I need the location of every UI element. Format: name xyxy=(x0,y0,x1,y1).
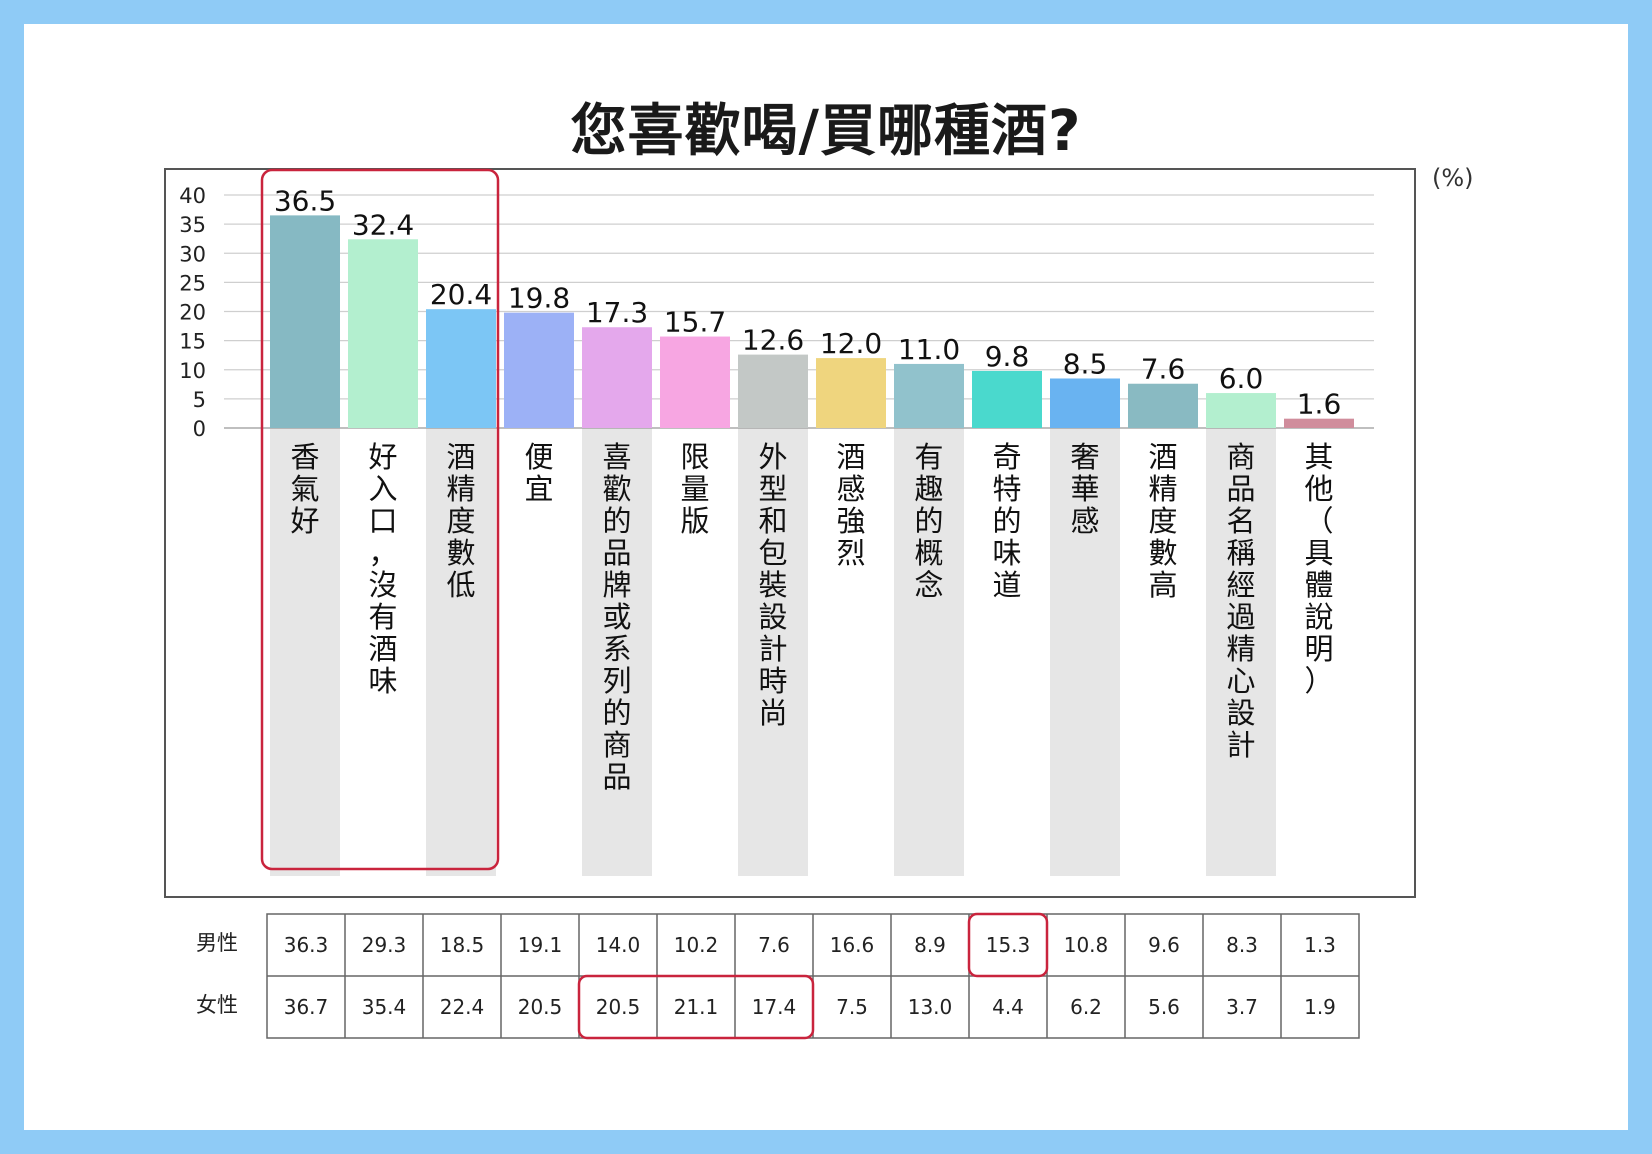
data-label: 36.5 xyxy=(274,184,336,217)
category-label: 酒精度數低 xyxy=(446,440,475,602)
unit-label: (%) xyxy=(1432,164,1474,192)
table-cell: 35.4 xyxy=(362,995,407,1019)
category-label: 香氣好 xyxy=(290,440,319,538)
bar xyxy=(426,309,496,428)
bar xyxy=(1206,393,1276,428)
data-label: 17.3 xyxy=(586,296,648,329)
data-label: 7.6 xyxy=(1141,353,1186,386)
y-tick-label: 35 xyxy=(179,213,206,237)
y-tick-label: 25 xyxy=(179,271,206,295)
y-tick-label: 10 xyxy=(179,359,206,383)
table-cell: 36.7 xyxy=(284,995,329,1019)
table-cell: 8.9 xyxy=(914,933,946,957)
data-label: 12.6 xyxy=(742,324,804,357)
table-cell: 19.1 xyxy=(518,933,563,957)
data-label: 8.5 xyxy=(1063,347,1108,380)
category-label: 限量版 xyxy=(680,440,709,538)
category-label: 商品名稱經過精心設計 xyxy=(1226,440,1255,762)
category-label: 酒精度數高 xyxy=(1148,440,1177,602)
table-cell: 20.5 xyxy=(596,995,641,1019)
label-column-bg xyxy=(582,428,652,876)
data-label: 19.8 xyxy=(508,282,570,315)
table-highlight-box xyxy=(967,912,1049,978)
table-cell: 8.3 xyxy=(1226,933,1258,957)
label-column-bg xyxy=(1206,428,1276,876)
bar xyxy=(270,215,340,428)
bar xyxy=(348,239,418,428)
bar xyxy=(504,312,574,428)
table-cell: 16.6 xyxy=(830,933,875,957)
table-cell: 36.3 xyxy=(284,933,329,957)
y-tick-label: 5 xyxy=(193,388,206,412)
table-cell: 22.4 xyxy=(440,995,485,1019)
bar xyxy=(738,354,808,428)
y-tick-label: 15 xyxy=(179,330,206,354)
category-label: 外型和包裝設計時尚 xyxy=(758,440,787,730)
data-label: 1.6 xyxy=(1297,388,1342,421)
table-row-label: 男性 xyxy=(196,931,238,955)
bar xyxy=(894,363,964,428)
table-cell: 10.2 xyxy=(674,933,719,957)
data-label: 32.4 xyxy=(352,208,414,241)
y-tick-label: 30 xyxy=(179,242,206,266)
label-column-bg xyxy=(738,428,808,876)
data-label: 20.4 xyxy=(430,278,492,311)
y-tick-label: 40 xyxy=(179,184,206,208)
data-label: 6.0 xyxy=(1219,362,1264,395)
table-cell: 7.6 xyxy=(758,933,790,957)
bar xyxy=(1128,383,1198,428)
category-label: 好入口，沒有酒味 xyxy=(368,440,397,698)
table-cell: 7.5 xyxy=(836,995,868,1019)
bar xyxy=(660,336,730,428)
y-tick-label: 20 xyxy=(179,301,206,325)
label-column-bg xyxy=(1050,428,1120,876)
category-label: 其他（具體說明） xyxy=(1304,440,1333,698)
table-cell: 5.6 xyxy=(1148,995,1180,1019)
table-cell: 17.4 xyxy=(752,995,797,1019)
table-cell: 18.5 xyxy=(440,933,485,957)
bar xyxy=(1050,378,1120,428)
bar xyxy=(582,327,652,428)
data-label: 11.0 xyxy=(898,333,960,366)
label-column-bg xyxy=(270,428,340,876)
plot-frame xyxy=(164,168,1416,898)
table-cell: 14.0 xyxy=(596,933,641,957)
bar xyxy=(972,370,1042,428)
table-cell: 29.3 xyxy=(362,933,407,957)
table-cell: 13.0 xyxy=(908,995,953,1019)
category-label: 酒感強烈 xyxy=(836,440,865,570)
table-cell: 4.4 xyxy=(992,995,1024,1019)
table-highlight-box xyxy=(577,974,815,1040)
bar xyxy=(816,358,886,428)
highlight-box xyxy=(260,168,500,871)
chart-card: 您喜歡喝/買哪種酒? (%) 0 5 10 15 20 25 30 35 40 36.5 香氣好 32… xyxy=(24,24,1628,1130)
bar xyxy=(1284,418,1354,428)
table-cell: 15.3 xyxy=(986,933,1031,957)
table-cell: 6.2 xyxy=(1070,995,1102,1019)
table-cell: 9.6 xyxy=(1148,933,1180,957)
label-column-bg xyxy=(426,428,496,876)
data-label: 12.0 xyxy=(820,327,882,360)
label-column-bg xyxy=(894,428,964,876)
data-label: 9.8 xyxy=(985,340,1030,373)
table-cell: 10.8 xyxy=(1064,933,1109,957)
chart-title: 您喜歡喝/買哪種酒? xyxy=(570,99,1082,164)
category-label: 便宜 xyxy=(524,440,553,506)
category-label: 奢華感 xyxy=(1070,440,1099,538)
table-cell: 21.1 xyxy=(674,995,719,1019)
category-label: 有趣的概念 xyxy=(914,440,943,602)
table-cell: 1.3 xyxy=(1304,933,1336,957)
category-label: 喜歡的品牌或系列的商品 xyxy=(602,440,631,794)
bar-chart: 0 5 10 15 20 25 30 35 40 36.5 香氣好 32.4 好入口，沒有酒味 20.4 酒… xyxy=(164,168,1416,1040)
data-label: 15.7 xyxy=(664,306,726,339)
table-cell: 1.9 xyxy=(1304,995,1336,1019)
table-row-label: 女性 xyxy=(196,993,238,1017)
y-tick-label: 0 xyxy=(193,417,206,441)
table-cell: 3.7 xyxy=(1226,995,1258,1019)
table-cell: 20.5 xyxy=(518,995,563,1019)
category-label: 奇特的味道 xyxy=(992,440,1021,602)
